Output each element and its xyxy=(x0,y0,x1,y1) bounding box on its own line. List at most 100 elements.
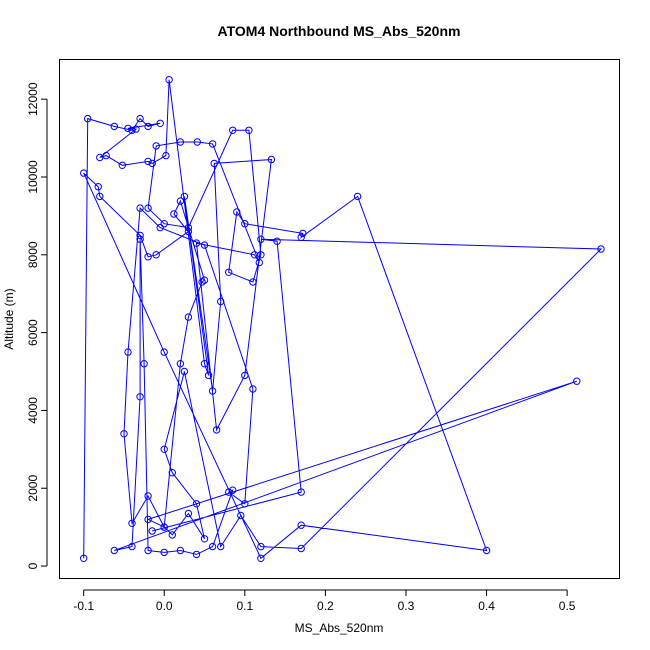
y-tick-label: 2000 xyxy=(26,475,40,502)
x-tick-label: 0.4 xyxy=(478,599,495,613)
data-point xyxy=(156,223,164,232)
data-point xyxy=(257,542,265,551)
data-point xyxy=(198,278,206,286)
data-point xyxy=(241,500,249,508)
data-point xyxy=(241,220,249,228)
data-point xyxy=(168,531,177,539)
data-point xyxy=(217,542,225,551)
data-point xyxy=(96,192,104,201)
data-point xyxy=(80,554,88,562)
data-point xyxy=(204,371,213,380)
data-point xyxy=(212,426,221,434)
data-point xyxy=(299,229,307,238)
data-point xyxy=(229,486,237,494)
data-point xyxy=(144,546,152,555)
data-point xyxy=(597,245,605,253)
data-point xyxy=(160,348,168,356)
data-point xyxy=(208,542,217,551)
data-point xyxy=(144,253,152,261)
data-point xyxy=(160,523,168,531)
data-point xyxy=(233,208,241,216)
chart-title: ATOM4 Northbound MS_Abs_520nm xyxy=(218,23,461,39)
data-point xyxy=(192,550,201,559)
data-point xyxy=(241,371,249,380)
data-point xyxy=(184,313,193,321)
data-point xyxy=(192,239,201,247)
data-point xyxy=(170,210,178,218)
data-point xyxy=(245,126,253,135)
x-tick-label: 0.1 xyxy=(236,599,253,613)
data-point xyxy=(156,119,164,128)
data-point xyxy=(120,430,128,438)
series-line xyxy=(83,79,603,560)
plot-series xyxy=(80,76,605,562)
data-point xyxy=(257,554,265,562)
y-tick-label: 8000 xyxy=(26,241,40,268)
data-point xyxy=(110,122,119,131)
data-point xyxy=(208,140,217,148)
data-point xyxy=(200,241,209,249)
data-point xyxy=(144,492,152,500)
data-point xyxy=(184,509,193,518)
data-point xyxy=(249,278,257,286)
data-point xyxy=(84,114,92,123)
x-tick-label: 0.5 xyxy=(559,599,576,613)
data-point xyxy=(160,548,168,557)
data-point xyxy=(136,235,144,243)
data-point xyxy=(94,183,102,191)
data-point xyxy=(180,192,189,201)
data-point xyxy=(297,544,305,553)
data-point xyxy=(96,153,104,162)
data-point xyxy=(144,122,152,131)
data-point xyxy=(192,500,201,508)
data-point xyxy=(136,393,144,401)
data-point xyxy=(200,535,209,543)
data-point xyxy=(176,197,185,205)
y-tick-label: 10000 xyxy=(26,160,40,194)
data-point xyxy=(136,204,144,212)
data-point xyxy=(124,124,132,133)
x-tick-label: 0.3 xyxy=(398,599,415,613)
plot-frame xyxy=(59,59,620,579)
data-point xyxy=(237,511,245,520)
data-point xyxy=(210,159,218,168)
data-point xyxy=(255,258,263,267)
data-point xyxy=(297,233,305,242)
x-axis: -0.1 0.0 0.1 0.2 0.3 0.4 0.5 xyxy=(73,589,576,613)
data-point xyxy=(160,445,168,453)
data-point xyxy=(176,546,185,555)
data-point xyxy=(229,126,237,135)
y-axis: 0 2000 4000 6000 8000 10000 12000 xyxy=(26,82,48,569)
y-tick-label: 6000 xyxy=(26,319,40,346)
data-point xyxy=(180,367,189,376)
data-point xyxy=(102,151,110,160)
data-point xyxy=(482,546,491,555)
data-point xyxy=(148,159,156,168)
data-point xyxy=(249,385,257,393)
data-point xyxy=(128,126,136,135)
data-point xyxy=(184,223,193,232)
y-tick-label: 12000 xyxy=(26,82,40,116)
data-point xyxy=(162,151,170,160)
data-point xyxy=(573,377,581,385)
data-point xyxy=(176,138,185,146)
data-point xyxy=(257,235,265,243)
data-point xyxy=(148,527,156,535)
x-tick-label: 0.0 xyxy=(156,599,173,613)
data-point xyxy=(140,360,148,368)
data-point xyxy=(225,488,233,496)
data-point xyxy=(165,76,173,84)
data-point xyxy=(124,348,132,356)
data-point xyxy=(273,237,281,245)
data-point xyxy=(144,157,152,166)
data-point xyxy=(297,488,305,496)
data-point xyxy=(225,268,233,276)
data-point xyxy=(184,227,193,236)
y-tick-label: 4000 xyxy=(26,397,40,424)
data-point xyxy=(217,297,225,306)
data-point xyxy=(160,220,168,228)
data-point xyxy=(297,521,305,529)
data-point xyxy=(132,125,140,133)
y-axis-label: Altitude (m) xyxy=(2,288,16,349)
